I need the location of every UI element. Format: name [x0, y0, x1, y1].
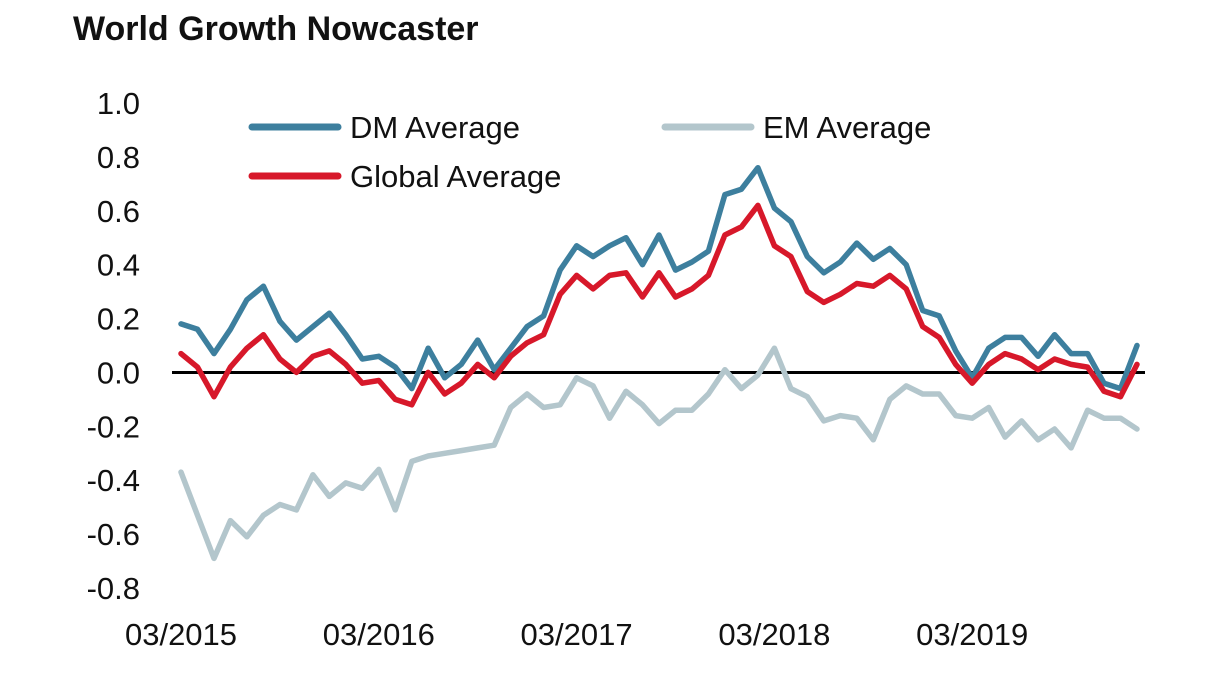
legend-item-dm-average: DM Average [248, 110, 520, 145]
y-tick-label: -0.6 [87, 517, 140, 552]
x-tick-label: 03/2019 [916, 617, 1028, 652]
y-tick-label: 1.0 [97, 86, 140, 121]
y-tick-label: -0.4 [87, 463, 140, 498]
x-axis: 03/2015 03/2016 03/2017 03/2018 03/2019 [125, 617, 1028, 652]
y-axis: 1.0 0.8 0.6 0.4 0.2 0.0 -0.2 -0.4 -0.6 -0.8 [87, 86, 140, 606]
y-tick-label: -0.8 [87, 571, 140, 606]
y-tick-label: 0.0 [97, 355, 140, 390]
y-tick-label: 0.2 [97, 302, 140, 337]
legend-item-global-average: Global Average [248, 159, 561, 194]
series-lines [178, 164, 1140, 562]
x-tick-label: 03/2016 [323, 617, 435, 652]
chart-title: World Growth Nowcaster [73, 10, 479, 48]
x-tick-label: 03/2015 [125, 617, 237, 652]
legend-label: EM Average [763, 110, 931, 145]
x-tick-label: 03/2017 [521, 617, 633, 652]
y-tick-label: 0.8 [97, 140, 140, 175]
series-line-dm-average [178, 164, 1140, 392]
series-line-global-average [178, 202, 1140, 408]
legend-item-em-average: EM Average [661, 110, 931, 145]
legend-label: Global Average [350, 159, 561, 194]
y-tick-label: 0.4 [97, 248, 140, 283]
legend-label: DM Average [350, 110, 520, 145]
x-tick-label: 03/2018 [718, 617, 830, 652]
legend: DM Average EM Average Global Average [248, 110, 931, 194]
y-tick-label: 0.6 [97, 194, 140, 229]
series-line-em-average [178, 345, 1140, 562]
y-tick-label: -0.2 [87, 409, 140, 444]
